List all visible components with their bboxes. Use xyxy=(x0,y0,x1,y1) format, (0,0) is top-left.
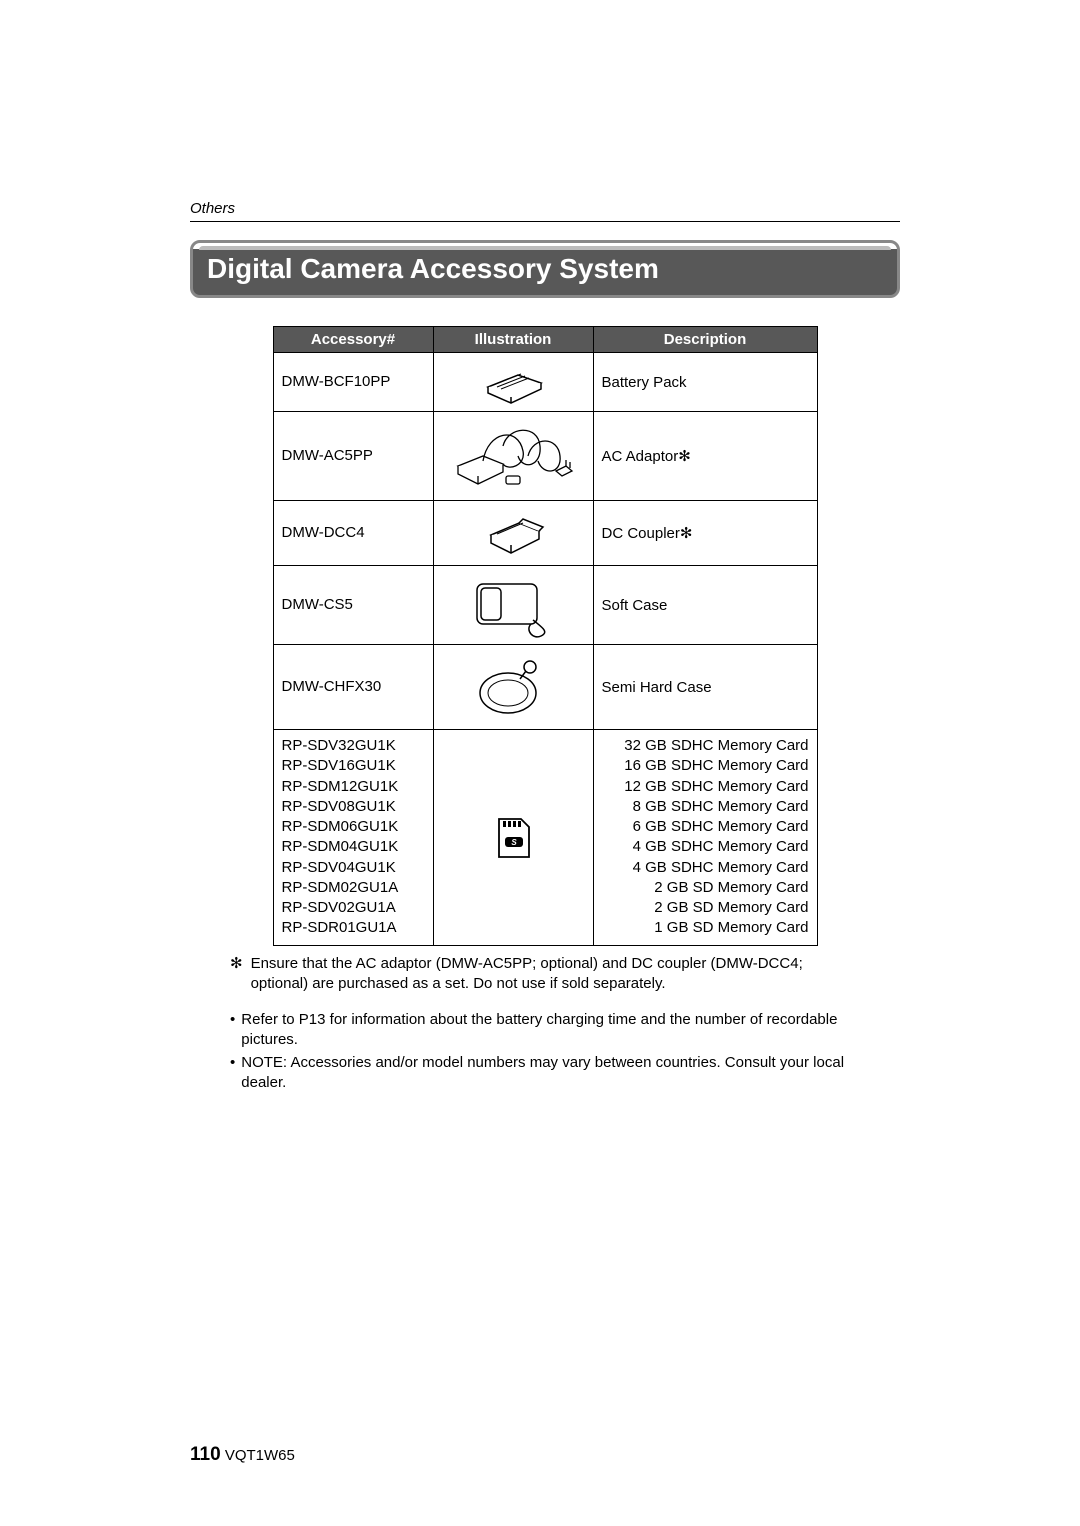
accessory-number: DMW-BCF10PP xyxy=(282,372,425,392)
accessory-list: DMW-DCC4 xyxy=(282,523,425,543)
accessory-number: RP-SDV32GU1K xyxy=(282,736,425,756)
cell-description: Battery Pack xyxy=(593,353,817,412)
accessory-list: DMW-CS5 xyxy=(282,595,425,615)
cell-illustration xyxy=(433,412,593,501)
cell-description: 32 GB SDHC Memory Card 16 GB SDHC Memory… xyxy=(593,730,817,946)
accessory-number: DMW-AC5PP xyxy=(282,446,425,466)
accessory-list: DMW-CHFX30 xyxy=(282,677,425,697)
cell-accessory: DMW-CHFX30 xyxy=(273,645,433,730)
description-text: 16 GB SDHC Memory Card xyxy=(602,756,809,776)
table-row: DMW-CHFX30 Semi Hard Case xyxy=(273,645,817,730)
accessory-number: RP-SDV04GU1K xyxy=(282,858,425,878)
page-title: Digital Camera Accessory System xyxy=(207,253,883,285)
description-text: 2 GB SD Memory Card xyxy=(602,898,809,918)
accessory-table: Accessory# Illustration Description DMW-… xyxy=(273,326,818,946)
cell-accessory: RP-SDV32GU1K RP-SDV16GU1K RP-SDM12GU1K R… xyxy=(273,730,433,946)
col-header-illustration: Illustration xyxy=(433,327,593,353)
note-text: NOTE: Accessories and/or model numbers m… xyxy=(241,1053,860,1094)
manual-page: Others Digital Camera Accessory System A… xyxy=(0,0,1080,1526)
description-text: Semi Hard Case xyxy=(602,679,809,696)
accessory-number: RP-SDR01GU1A xyxy=(282,918,425,938)
accessory-number: RP-SDV16GU1K xyxy=(282,756,425,776)
accessory-number: RP-SDV02GU1A xyxy=(282,898,425,918)
accessory-list: DMW-AC5PP xyxy=(282,446,425,466)
note-item: •NOTE: Accessories and/or model numbers … xyxy=(230,1053,860,1094)
bullet-icon: • xyxy=(230,1053,235,1094)
page-number: 110 xyxy=(190,1444,221,1465)
description-text: Soft Case xyxy=(602,597,809,614)
page-footer: 110 VQT1W65 xyxy=(190,1444,295,1466)
footnote-text: Ensure that the AC adaptor (DMW-AC5PP; o… xyxy=(251,954,860,995)
title-banner: Digital Camera Accessory System xyxy=(190,240,900,298)
cell-accessory: DMW-DCC4 xyxy=(273,501,433,566)
table-row: DMW-CS5 Soft Case xyxy=(273,566,817,645)
cell-accessory: DMW-CS5 xyxy=(273,566,433,645)
section-label: Others xyxy=(190,200,900,217)
description-text: 12 GB SDHC Memory Card xyxy=(602,777,809,797)
description-text: 6 GB SDHC Memory Card xyxy=(602,817,809,837)
note-text: Refer to P13 for information about the b… xyxy=(241,1010,860,1051)
dc-coupler-icon xyxy=(473,505,553,561)
description-text: Battery Pack xyxy=(602,374,809,391)
cell-description: DC Coupler✻ xyxy=(593,501,817,566)
accessory-number: RP-SDM06GU1K xyxy=(282,817,425,837)
accessory-number: RP-SDM12GU1K xyxy=(282,777,425,797)
accessory-number: RP-SDM04GU1K xyxy=(282,837,425,857)
description-text: 1 GB SD Memory Card xyxy=(602,918,809,938)
accessory-list: RP-SDV32GU1K RP-SDV16GU1K RP-SDM12GU1K R… xyxy=(282,736,425,939)
cell-illustration xyxy=(433,501,593,566)
table-row: DMW-AC5PP xyxy=(273,412,817,501)
soft-case-icon xyxy=(463,570,563,640)
table-row: DMW-BCF10PP Battery Pack xyxy=(273,353,817,412)
cell-accessory: DMW-BCF10PP xyxy=(273,353,433,412)
accessory-number: DMW-CHFX30 xyxy=(282,677,425,697)
ac-adaptor-icon xyxy=(448,416,578,496)
accessory-number: DMW-DCC4 xyxy=(282,523,425,543)
svg-text:S: S xyxy=(511,838,517,847)
footnote-marker: ✻ xyxy=(230,954,243,995)
accessory-number: RP-SDV08GU1K xyxy=(282,797,425,817)
accessory-number: RP-SDM02GU1A xyxy=(282,878,425,898)
col-header-description: Description xyxy=(593,327,817,353)
description-text: 4 GB SDHC Memory Card xyxy=(602,858,809,878)
description-text: 4 GB SDHC Memory Card xyxy=(602,837,809,857)
cell-illustration xyxy=(433,353,593,412)
description-text: AC Adaptor✻ xyxy=(602,447,809,465)
description-text: DC Coupler✻ xyxy=(602,524,809,542)
col-header-accessory: Accessory# xyxy=(273,327,433,353)
cell-description: Soft Case xyxy=(593,566,817,645)
cell-illustration xyxy=(433,645,593,730)
table-row: RP-SDV32GU1K RP-SDV16GU1K RP-SDM12GU1K R… xyxy=(273,730,817,946)
document-code: VQT1W65 xyxy=(225,1447,295,1464)
cell-description: AC Adaptor✻ xyxy=(593,412,817,501)
footnote: ✻ Ensure that the AC adaptor (DMW-AC5PP;… xyxy=(230,954,860,995)
cell-illustration xyxy=(433,566,593,645)
description-list: 32 GB SDHC Memory Card 16 GB SDHC Memory… xyxy=(602,736,809,939)
note-item: •Refer to P13 for information about the … xyxy=(230,1010,860,1051)
description-text: 32 GB SDHC Memory Card xyxy=(602,736,809,756)
accessory-list: DMW-BCF10PP xyxy=(282,372,425,392)
sd-card-icon: S xyxy=(483,807,543,867)
accessory-number: DMW-CS5 xyxy=(282,595,425,615)
table-header-row: Accessory# Illustration Description xyxy=(273,327,817,353)
description-text: 2 GB SD Memory Card xyxy=(602,878,809,898)
cell-description: Semi Hard Case xyxy=(593,645,817,730)
notes-list: •Refer to P13 for information about the … xyxy=(230,1010,860,1093)
battery-icon xyxy=(473,357,553,407)
horizontal-rule xyxy=(190,221,900,222)
semi-hard-case-icon xyxy=(468,649,558,725)
description-text: 8 GB SDHC Memory Card xyxy=(602,797,809,817)
cell-illustration: S xyxy=(433,730,593,946)
cell-accessory: DMW-AC5PP xyxy=(273,412,433,501)
bullet-icon: • xyxy=(230,1010,235,1051)
table-row: DMW-DCC4 DC Coupler✻ xyxy=(273,501,817,566)
